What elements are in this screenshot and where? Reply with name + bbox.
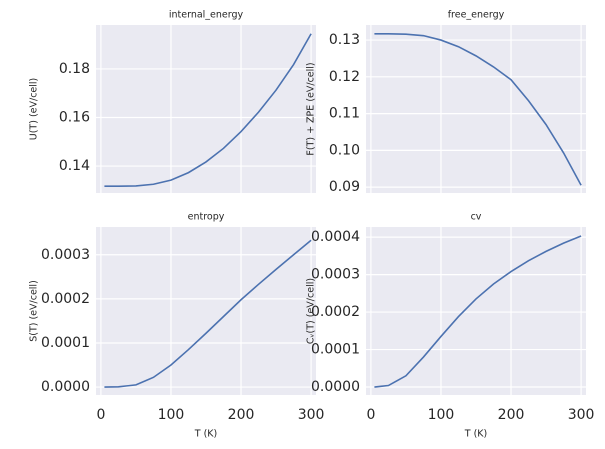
y-tick-label: 0.16 [59,109,90,125]
data-line [374,235,582,388]
y-axis-label: F(T) + ZPE (eV/cell) [306,62,317,155]
y-tick-label: 0.09 [329,179,360,195]
x-axis-label: T (K) [464,429,487,440]
y-tick-label: 0.13 [329,32,360,48]
plot-area [366,227,586,395]
plot-area [96,227,316,395]
subplot-title: internal_energy [169,10,244,21]
y-tick-label: 0.11 [329,106,360,122]
data-line [374,33,582,186]
x-tick-label: 200 [498,407,525,423]
plot-area [366,25,586,193]
x-tick-label: 100 [158,407,185,423]
y-tick-label: 0.0000 [41,379,90,395]
subplot-title: cv [471,212,482,223]
y-tick-label: 0.0001 [41,335,90,351]
y-tick-label: 0.0004 [311,229,360,245]
x-axis-label: T (K) [194,429,217,440]
plot-area [96,25,316,193]
subplot-title: entropy [188,212,225,223]
x-tick-label: 0 [366,407,375,423]
x-tick-label: 0 [96,407,105,423]
y-tick-label: 0.10 [329,142,360,158]
y-tick-label: 0.0001 [311,342,360,358]
y-axis-label: U(T) (eV/cell) [29,78,40,141]
y-tick-label: 0.0000 [311,379,360,395]
x-tick-label: 100 [428,407,455,423]
data-line [104,239,312,388]
x-tick-label: 300 [298,407,325,423]
y-axis-label: Cᵥ(T) (eV/cell) [306,278,317,344]
x-tick-label: 300 [568,407,595,423]
y-tick-label: 0.12 [329,69,360,85]
data-line [104,33,312,187]
y-tick-label: 0.0003 [41,247,90,263]
y-tick-label: 0.0002 [41,291,90,307]
y-axis-label: S(T) (eV/cell) [29,280,40,342]
y-tick-label: 0.14 [59,158,90,174]
subplot-title: free_energy [448,10,505,21]
y-tick-label: 0.18 [59,61,90,77]
y-tick-label: 0.0002 [311,304,360,320]
y-tick-label: 0.0003 [311,267,360,283]
x-tick-label: 200 [228,407,255,423]
